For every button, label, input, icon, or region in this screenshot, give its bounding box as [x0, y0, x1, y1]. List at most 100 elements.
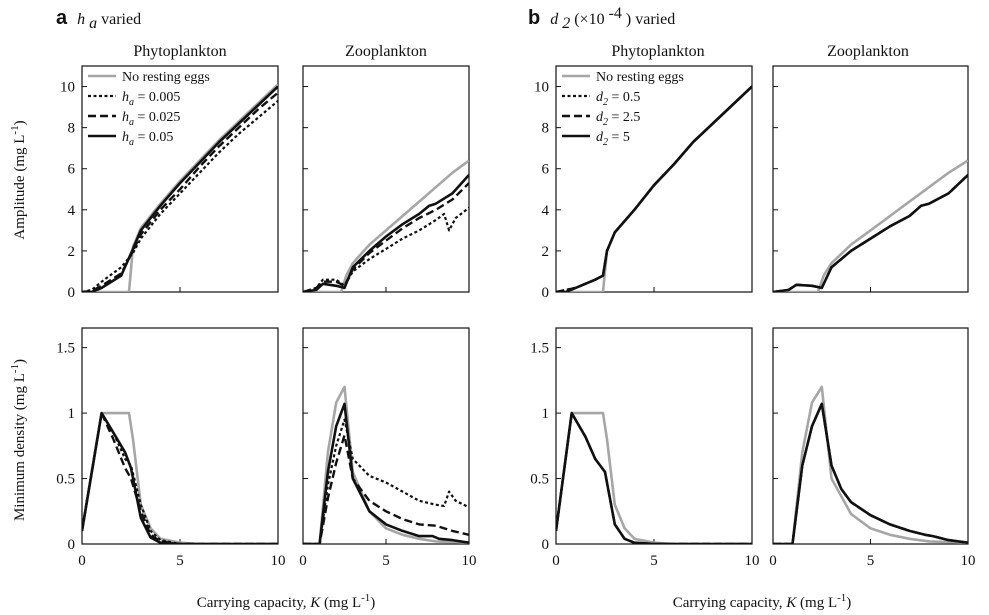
series-line-solid	[82, 85, 278, 292]
y-tick-label: 10	[534, 80, 549, 96]
series-line-dash	[556, 411, 752, 544]
axes-frame	[555, 65, 753, 293]
ylabel-amp-a-text: Amplitude (mg L	[12, 135, 28, 240]
y-tick-label: 1	[542, 406, 550, 422]
series-line-dot	[82, 100, 278, 292]
y-tick-label: 0	[68, 285, 76, 301]
x-tick-label: 0	[769, 553, 777, 569]
y-tick-label: 1	[68, 406, 76, 422]
x-tick-label: 0	[78, 553, 86, 569]
plot-area: 0 2 4 6 8 10 0 2 4 6 8 10 0 0.5 1 1.5 0 5 10 0 5 10 0 0.5 1 1.5 0 5…	[56, 65, 976, 569]
series-line-dot	[303, 418, 469, 544]
series-line-none	[82, 83, 278, 292]
panel-b-end: ) varied	[626, 11, 675, 28]
series-line-dot	[82, 412, 278, 544]
series-line-none	[773, 159, 968, 292]
panel-b-var: d	[550, 11, 559, 28]
xlabel-b: Carrying capacity, K (mg L-1)	[673, 592, 852, 611]
y-tick-label: 2	[68, 244, 76, 260]
ylabel-amp-a-close: )	[12, 120, 28, 125]
xlabel-b-pre: Carrying capacity,	[673, 595, 787, 611]
panel-b-heading: b d 2 (×10 -4 ) varied	[528, 5, 675, 32]
panel-a-zoo-amp	[302, 65, 470, 293]
series-line-dot	[556, 85, 752, 292]
series-line-dot	[773, 174, 968, 292]
panel-a-phyto-min: 0 0.5 1 1.5 0 5 10	[56, 327, 286, 569]
axes-frame	[772, 327, 969, 545]
xlabel-a-post: (mg L	[320, 595, 361, 611]
series-line-dash	[773, 174, 968, 292]
legend-b: No resting eggs d2 = 0.5 d2 = 2.5 d2 = 5	[562, 70, 684, 148]
xlabel-b-exp: -1	[837, 592, 846, 604]
xlabel-a: Carrying capacity, K (mg L-1)	[197, 592, 376, 611]
panel-a-letter: a	[56, 7, 68, 29]
series-line-none	[556, 85, 752, 292]
x-tick-label: 5	[867, 553, 875, 569]
xlabel-b-post: (mg L	[796, 595, 837, 611]
panel-b-zoo-min: 0 5 10	[769, 327, 976, 569]
legend-label: d2 = 5	[596, 130, 630, 148]
ylabel-amp-a-exp: -1	[9, 125, 21, 134]
series-line-solid	[556, 411, 752, 544]
xlabel-a-var: K	[309, 595, 321, 611]
panel-b-exp: -4	[609, 5, 622, 22]
series-line-dash	[82, 91, 278, 292]
legend-label: ha = 0.005	[122, 90, 180, 108]
panel-a-phyto-amp: 0 2 4 6 8 10	[60, 65, 279, 301]
series-line-none	[303, 159, 469, 292]
panel-b-sub: 2	[562, 15, 570, 32]
y-tick-label: 0	[542, 285, 550, 301]
panel-b-phyto-min: 0 0.5 1 1.5 0 5 10	[530, 327, 760, 569]
y-tick-label: 6	[542, 162, 550, 178]
series-line-dot	[303, 206, 469, 292]
y-tick-label: 0.5	[530, 472, 549, 488]
legend-a: No resting eggs ha = 0.005 ha = 0.025 ha = …	[88, 70, 210, 148]
series-line-none	[773, 385, 968, 544]
series-line-none	[82, 411, 278, 544]
panel-a-sub: a	[89, 15, 97, 32]
series-line-dash	[556, 85, 752, 292]
xlabel-a-pre: Carrying capacity,	[197, 595, 311, 611]
x-tick-label: 0	[552, 553, 560, 569]
xlabel-b-close: )	[846, 595, 851, 611]
panel-b-letter: b	[528, 7, 540, 29]
series-line-solid	[303, 174, 469, 292]
y-tick-label: 10	[60, 80, 75, 96]
y-tick-label: 4	[68, 203, 76, 219]
x-tick-label: 5	[650, 553, 658, 569]
ylabel-amplitude-a: Amplitude (mg L-1)	[9, 120, 28, 239]
y-tick-label: 0	[542, 537, 550, 553]
legend-label: No resting eggs	[596, 70, 684, 85]
legends: No resting eggs ha = 0.005 ha = 0.025 ha = …	[88, 70, 684, 148]
x-tick-label: 5	[176, 553, 184, 569]
x-tick-label: 10	[462, 553, 477, 569]
panel-b-phyto-amp: 0 2 4 6 8 10	[534, 65, 753, 301]
series-line-dash	[303, 182, 469, 292]
panel-a-zoo-min: 0 5 10	[299, 327, 477, 569]
col-title-a-phyto: Phytoplankton	[133, 43, 226, 60]
legend-label: No resting eggs	[122, 70, 210, 85]
y-tick-label: 0.5	[56, 472, 75, 488]
y-tick-label: 4	[542, 203, 550, 219]
ylabel-min-a-text: Minimum density (mg L	[12, 373, 28, 521]
series-line-solid	[773, 173, 968, 292]
xlabel-b-var: K	[785, 595, 797, 611]
x-tick-label: 10	[271, 553, 286, 569]
y-tick-label: 1.5	[530, 341, 549, 357]
series-line-none	[556, 411, 752, 544]
col-title-a-zoo: Zooplankton	[345, 43, 427, 60]
series-line-dash	[82, 411, 278, 544]
legend-label: d2 = 0.5	[596, 90, 640, 108]
panel-a-post: varied	[101, 11, 141, 28]
y-tick-label: 8	[542, 121, 550, 137]
y-tick-label: 0	[68, 537, 76, 553]
xlabel-a-exp: -1	[361, 592, 370, 604]
ylabel-min-a-close: )	[12, 359, 28, 364]
legend-label: ha = 0.025	[122, 110, 180, 128]
series-line-dash	[303, 434, 469, 544]
x-tick-label: 5	[382, 553, 390, 569]
y-tick-label: 6	[68, 162, 76, 178]
ylabel-min-density-a: Minimum density (mg L-1)	[9, 359, 28, 521]
col-title-b-zoo: Zooplankton	[827, 43, 909, 60]
